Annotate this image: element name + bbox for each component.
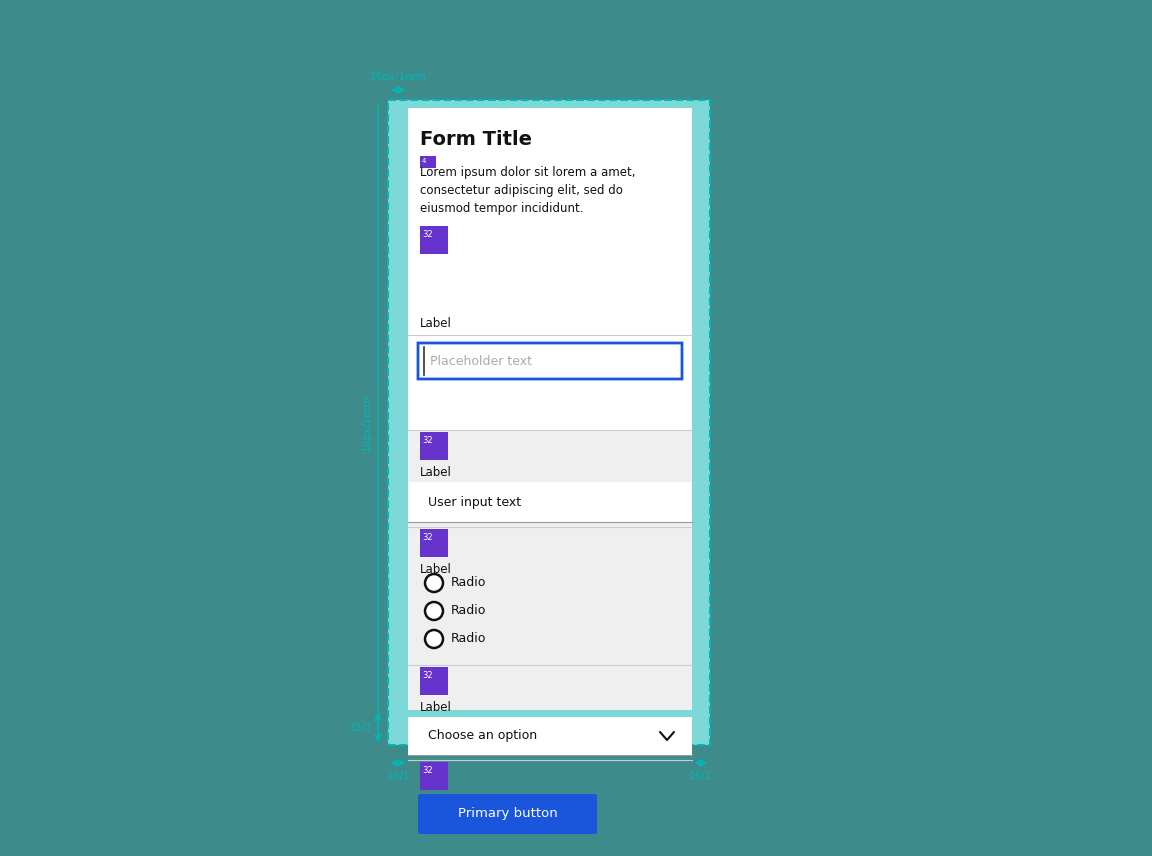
FancyBboxPatch shape — [408, 108, 692, 710]
Text: 32/2: 32/2 — [349, 722, 372, 733]
Text: 16/1: 16/1 — [386, 771, 410, 781]
Text: 16/1: 16/1 — [689, 771, 713, 781]
Text: Radio: Radio — [450, 576, 486, 590]
Text: Placeholder text: Placeholder text — [430, 354, 532, 367]
Circle shape — [425, 574, 444, 592]
FancyBboxPatch shape — [408, 482, 692, 522]
FancyBboxPatch shape — [418, 794, 597, 834]
Text: Choose an option: Choose an option — [429, 729, 537, 742]
Text: Label: Label — [420, 317, 452, 330]
Text: 32: 32 — [422, 230, 433, 239]
Text: 32: 32 — [422, 766, 433, 775]
Circle shape — [425, 630, 444, 648]
Text: 32: 32 — [422, 671, 433, 680]
FancyBboxPatch shape — [408, 717, 692, 755]
Text: Radio: Radio — [450, 604, 486, 617]
Text: Lorem ipsum dolor sit lorem a amet,: Lorem ipsum dolor sit lorem a amet, — [420, 166, 636, 179]
Text: 32: 32 — [422, 436, 433, 445]
FancyBboxPatch shape — [420, 226, 448, 254]
Text: consectetur adipiscing elit, sed do: consectetur adipiscing elit, sed do — [420, 184, 623, 197]
FancyBboxPatch shape — [408, 108, 692, 335]
Text: eiusmod tempor incididunt.: eiusmod tempor incididunt. — [420, 202, 584, 215]
FancyBboxPatch shape — [388, 100, 710, 745]
Text: User input text: User input text — [429, 496, 521, 508]
Text: 32: 32 — [422, 533, 433, 542]
FancyBboxPatch shape — [420, 762, 448, 790]
FancyBboxPatch shape — [420, 432, 448, 460]
Text: 4: 4 — [422, 158, 426, 164]
Circle shape — [425, 602, 444, 620]
FancyBboxPatch shape — [408, 335, 692, 430]
Text: Radio: Radio — [450, 633, 486, 645]
Text: Label: Label — [420, 701, 452, 714]
FancyBboxPatch shape — [420, 156, 435, 168]
FancyBboxPatch shape — [418, 343, 682, 379]
Text: Primary button: Primary button — [457, 807, 558, 821]
Text: Form Title: Form Title — [420, 130, 532, 149]
FancyBboxPatch shape — [420, 667, 448, 695]
FancyBboxPatch shape — [420, 529, 448, 557]
Text: 16px/1rem: 16px/1rem — [370, 72, 426, 82]
Text: Label: Label — [420, 563, 452, 576]
Text: Label: Label — [420, 466, 452, 479]
Text: 16px/1rem: 16px/1rem — [362, 394, 372, 451]
